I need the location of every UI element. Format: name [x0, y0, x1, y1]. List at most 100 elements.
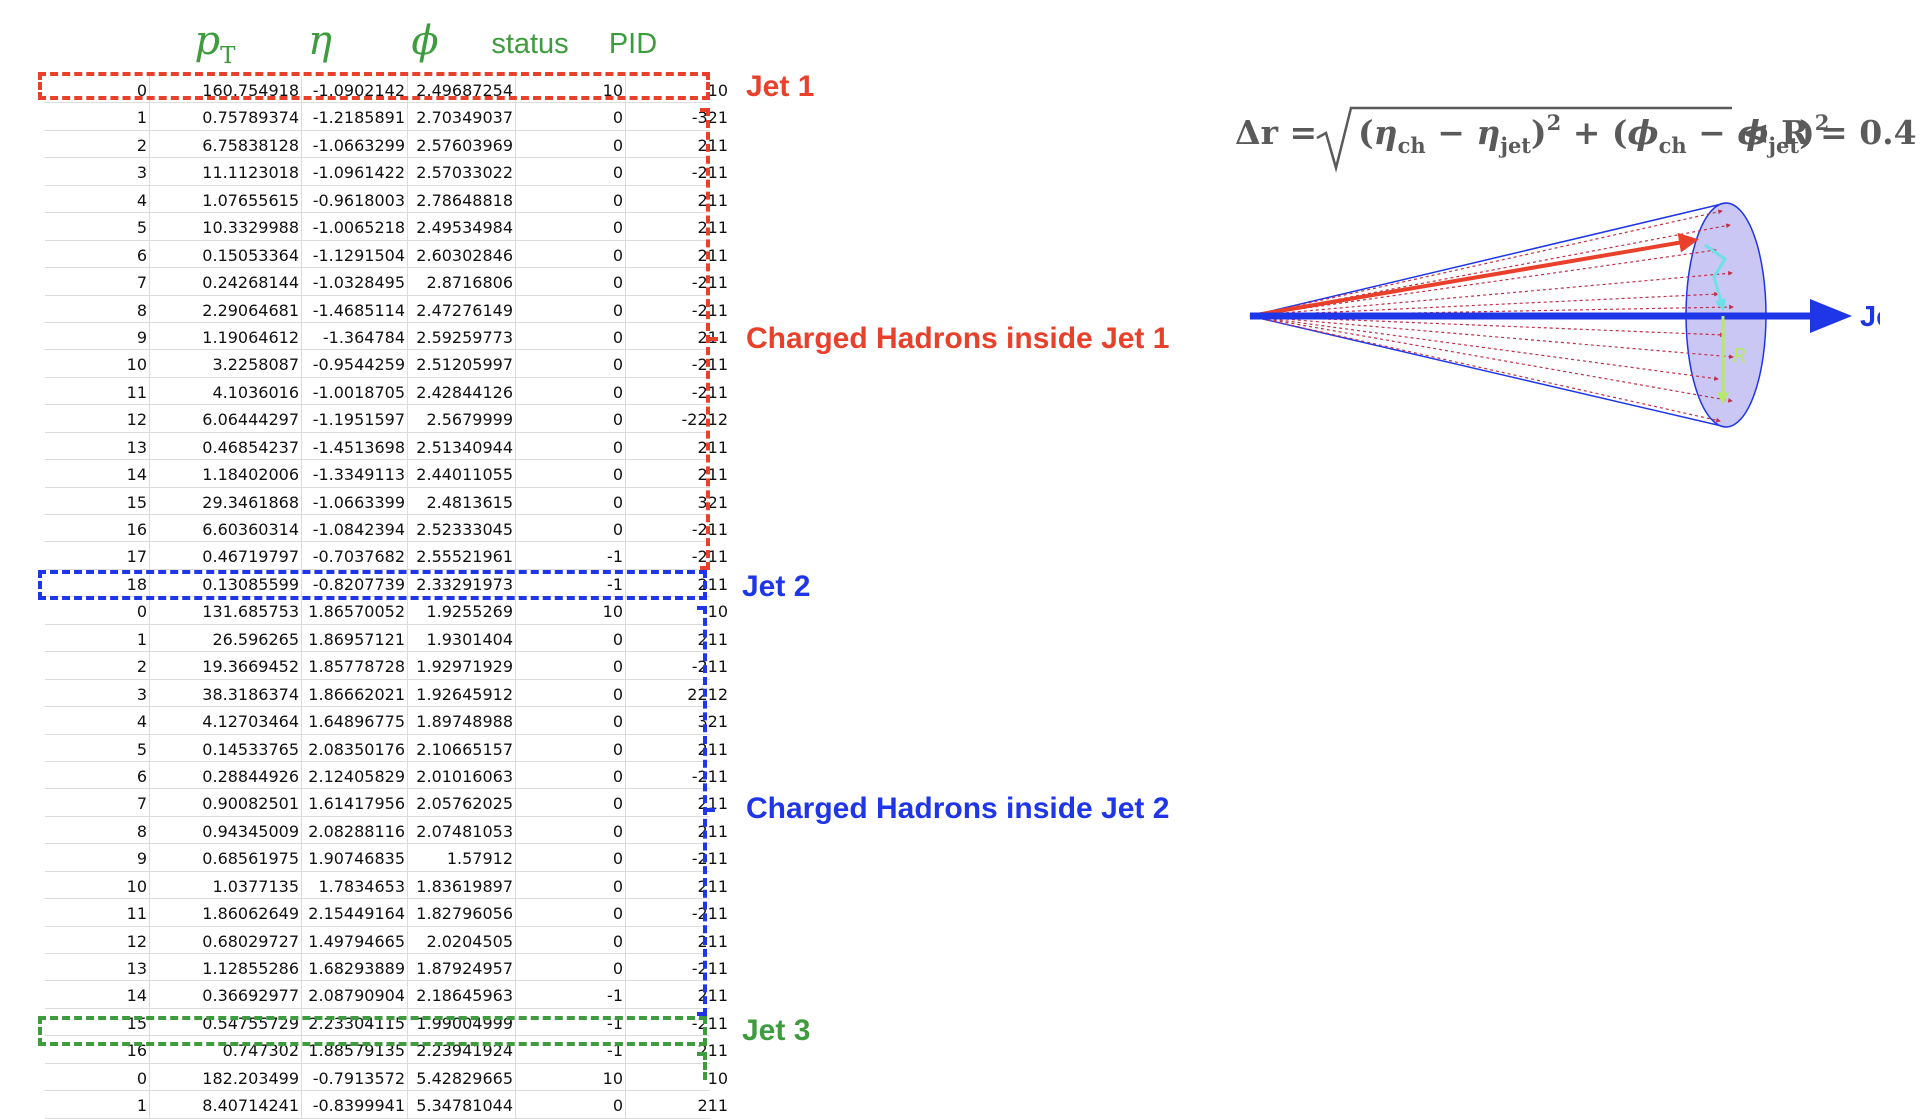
pid-value: -211	[691, 849, 728, 869]
table-row: 15 29.3461868 -1.0663399 2.4813615 0 321	[45, 488, 728, 515]
table-row: 5 0.14533765 2.08350176 2.10665157 0 211	[45, 735, 728, 762]
phi-value: 2.51340944	[416, 437, 513, 457]
jet-arrow-head	[1810, 299, 1852, 333]
table-row: 13 1.12855286 1.68293889 1.87924957 0 -211	[45, 954, 728, 982]
phi-value: 1.92645912	[416, 684, 513, 704]
header-pt: pT	[194, 18, 236, 69]
pid-value: 211	[697, 931, 728, 951]
phi-value: 2.60302846	[416, 245, 513, 265]
eta-value: 1.64896775	[308, 712, 405, 732]
phi-value: 2.23941924	[416, 1041, 513, 1061]
table-header: pT η ϕ status PID	[0, 16, 760, 69]
phi-value: 2.05762025	[416, 794, 513, 814]
row-index: 9	[136, 849, 147, 869]
eta-value: 1.90746835	[308, 849, 405, 869]
pt-value: 29.3461868	[202, 492, 299, 512]
pt-value: 0.14533765	[202, 739, 299, 759]
radius-label: R	[1733, 344, 1747, 368]
eta-value: 2.12405829	[308, 766, 405, 786]
table-row: 12 6.06444297 -1.1951597 2.5679999 0 -2212	[45, 405, 728, 433]
status-value: 0	[612, 794, 623, 814]
pt-value: 0.75789374	[202, 108, 299, 128]
row-index: 2	[136, 657, 147, 677]
eta-value: 1.49794665	[308, 931, 405, 951]
eta-value: -1.364784	[322, 327, 405, 347]
row-index: 4	[136, 712, 147, 732]
eta-value: -1.0018705	[312, 382, 405, 402]
table-row: 9 0.68561975 1.90746835 1.57912 0 -211	[45, 844, 728, 872]
jet1-box	[38, 72, 710, 100]
jet3-hadron-bracket	[697, 1052, 707, 1080]
row-index: 4	[136, 190, 147, 210]
status-value: 0	[612, 629, 623, 649]
table-row: 16 0.747302 1.88579135 2.23941924 -1 211	[45, 1036, 728, 1064]
status-value: 10	[602, 81, 623, 100]
table-row: 14 1.18402006 -1.3349113 2.44011055 0 211	[45, 460, 728, 488]
pt-value: 19.3669452	[202, 657, 299, 677]
phi-value: 2.5679999	[426, 410, 513, 430]
eta-value: -1.0065218	[312, 218, 405, 238]
status-value: 0	[612, 684, 623, 704]
phi-value: 2.10665157	[416, 739, 513, 759]
status-value: 0	[612, 300, 623, 320]
jet2-box	[38, 570, 707, 600]
status-value: 0	[612, 437, 623, 457]
pid-value: 211	[697, 629, 728, 649]
table-row: 3 38.3186374 1.86662021 1.92645912 0 2212	[45, 680, 728, 708]
hadron-ray	[1249, 270, 1733, 317]
row-index: 13	[126, 959, 147, 978]
eta-value: 2.08790904	[308, 986, 405, 1006]
phi-value: 2.42844126	[416, 382, 513, 402]
phi-value: 2.55521961	[416, 547, 513, 567]
status-value: -1	[607, 1041, 623, 1061]
eta-value: -1.0961422	[312, 163, 405, 183]
eta-value: -1.0902142	[312, 81, 405, 100]
status-value: 0	[612, 245, 623, 265]
pt-value: 0.28844926	[202, 766, 299, 786]
pt-value: 0.15053364	[202, 245, 299, 265]
phi-value: 2.51205997	[416, 355, 513, 375]
row-index: 5	[136, 218, 147, 238]
eta-value: -0.8207739	[312, 574, 405, 594]
eta-value: 2.08288116	[308, 821, 405, 841]
phi-value: 2.57603969	[416, 135, 513, 155]
phi-value: 2.78648818	[416, 190, 513, 210]
eta-value: -1.0328495	[312, 273, 405, 293]
table-row: 1 8.40714241 -0.8399941 5.34781044 0 211	[45, 1091, 728, 1119]
row-index: 15	[126, 492, 147, 512]
row-index: 1	[136, 108, 147, 128]
pid-value: 211	[697, 876, 728, 896]
phi-value: 2.01016063	[416, 766, 513, 786]
phi-value: 2.0204505	[426, 931, 513, 951]
phi-value: 2.8716806	[426, 273, 513, 293]
pid-value: 2212	[687, 684, 728, 704]
pt-value: 0.46854237	[202, 437, 299, 457]
phi-value: 5.34781044	[416, 1096, 513, 1116]
eta-value: -1.3349113	[312, 465, 405, 485]
pid-value: 211	[697, 135, 728, 155]
pid-value: 211	[697, 218, 728, 238]
status-value: 0	[612, 273, 623, 293]
row-index: 12	[126, 410, 147, 430]
pid-value: 10	[707, 81, 728, 100]
pid-value: 10	[707, 602, 728, 622]
pt-value: 0.747302	[222, 1041, 299, 1061]
eta-value: -1.4513698	[312, 437, 405, 457]
pid-value: 211	[697, 465, 728, 485]
jet-label-diagram: Jet	[1860, 301, 1880, 333]
row-index: 10	[126, 876, 147, 896]
pt-value: 8.40714241	[202, 1096, 299, 1116]
table-row: 11 4.1036016 -1.0018705 2.42844126 0 -211	[45, 378, 728, 406]
hadron-ray	[1249, 209, 1723, 317]
row-index: 5	[136, 739, 147, 759]
jet1-label: Jet 1	[746, 70, 815, 103]
status-value: 0	[612, 657, 623, 677]
phi-value: 1.9255269	[426, 602, 513, 622]
row-index: 14	[126, 986, 147, 1006]
pt-value: 1.86062649	[202, 904, 299, 924]
phi-value: 2.44011055	[416, 465, 513, 485]
pid-value: 321	[697, 492, 728, 512]
pt-value: 1.12855286	[202, 959, 299, 978]
table-row: 4 1.07655615 -0.9618003 2.78648818 0 211	[45, 186, 728, 214]
phi-value: 2.07481053	[416, 821, 513, 841]
